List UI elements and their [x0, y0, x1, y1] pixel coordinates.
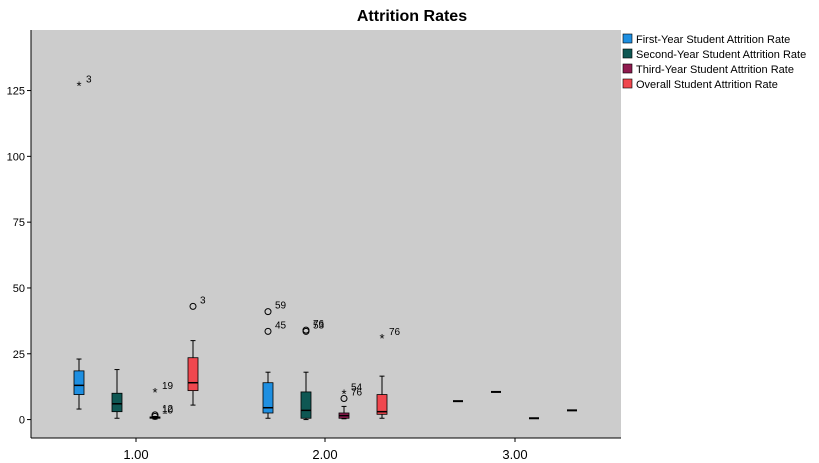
legend-swatch [622, 63, 633, 74]
box-iqr [111, 392, 123, 413]
x-tick-label: 3.00 [502, 447, 527, 462]
legend-swatch [622, 78, 633, 89]
outlier-circle [189, 302, 197, 310]
legend-label: Second-Year Student Attrition Rate [636, 49, 806, 61]
outlier-star: * [379, 331, 384, 346]
outlier-circle [264, 327, 272, 335]
chart-title: Attrition Rates [357, 8, 467, 25]
box-iqr [187, 357, 199, 392]
outlier-circle [302, 327, 310, 335]
outlier-label: 76 [389, 327, 401, 338]
outlier-label: 3 [200, 295, 206, 306]
box-plot: 3 [187, 295, 206, 406]
plot-background [31, 30, 621, 438]
outlier-star: * [152, 385, 157, 400]
y-tick-label: 50 [13, 283, 25, 295]
outlier-circle [151, 412, 159, 420]
outlier-label: 19 [162, 381, 174, 392]
y-tick-label: 100 [7, 151, 25, 163]
y-tick-label: 0 [19, 415, 25, 427]
box-plot [111, 369, 123, 419]
legend-label: Third-Year Student Attrition Rate [636, 64, 794, 76]
outlier-label: 53 [313, 320, 325, 331]
outlier-star: * [341, 386, 346, 401]
outlier-label: 59 [275, 301, 287, 312]
axes: 0 25 50 75 100 125 1.00 2.00 3.00 [7, 30, 621, 462]
y-tick-label: 75 [13, 217, 25, 229]
box-iqr [376, 394, 388, 415]
outlier-label: 12 [162, 404, 174, 415]
y-tick-label: 25 [13, 349, 25, 361]
legend: First-Year Student Attrition Rate Second-… [622, 33, 806, 91]
x-tick-label: 1.00 [123, 447, 148, 462]
outlier-label: 54 [351, 382, 363, 393]
outlier-label: 76 [313, 319, 325, 330]
outlier-label: 10 [162, 405, 174, 416]
outlier-circle [340, 395, 348, 403]
legend-label: First-Year Student Attrition Rate [636, 34, 790, 46]
outlier-circle [264, 308, 272, 316]
x-tick-label: 2.00 [312, 447, 337, 462]
box-plot: * 3 [73, 74, 92, 410]
outlier-label: 3 [86, 74, 92, 85]
outlier-label: 76 [351, 388, 363, 399]
box-iqr [73, 370, 85, 395]
box-plot: 59 45 [262, 301, 287, 419]
box-iqr [300, 391, 312, 419]
legend-swatch [622, 48, 633, 59]
box-plot: * 76 [376, 327, 401, 419]
outlier-star: * [76, 78, 81, 93]
legend-label: Overall Student Attrition Rate [636, 79, 778, 91]
y-tick-label: 125 [7, 86, 25, 98]
outlier-label: 45 [275, 320, 287, 331]
legend-swatch [622, 33, 633, 44]
box-iqr [262, 382, 274, 414]
